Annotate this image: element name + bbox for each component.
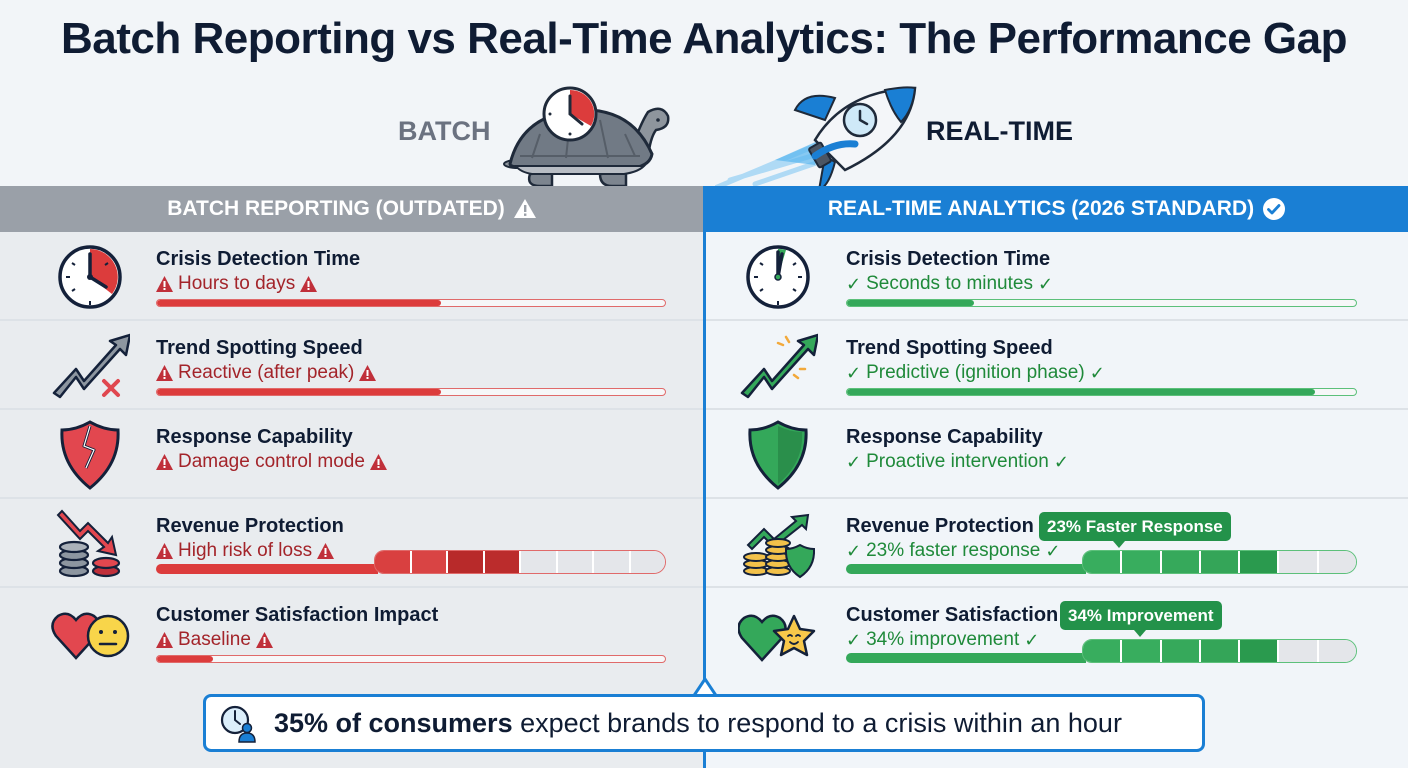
broken-shield-icon: [60, 420, 120, 490]
row-status: Reactive (after peak): [156, 362, 377, 384]
stat-text: expect brands to respond to a crisis wit…: [520, 707, 1122, 738]
check-icon: ✓: [846, 451, 862, 472]
shield-icon: [748, 420, 808, 490]
heart-neutral-face-icon: [51, 612, 130, 660]
realtime-row-trend-spotting: Trend Spotting Speed ✓ Predictive (ignit…: [706, 321, 1408, 410]
batch-panel-header: BATCH REPORTING (OUTDATED): [0, 186, 704, 232]
check-icon: ✓: [1053, 451, 1069, 472]
heart-star-icon: [738, 614, 816, 662]
segmented-progress-bar: [846, 550, 1357, 574]
row-status: ✓ 23% faster response ✓: [846, 540, 1061, 561]
page-title: Batch Reporting vs Real-Time Analytics: …: [61, 14, 1347, 63]
rising-trend-icon: [740, 333, 818, 399]
check-icon: ✓: [846, 273, 862, 294]
panel-divider: [703, 186, 706, 768]
warning-icon: [513, 199, 536, 218]
warning-icon: [156, 454, 173, 470]
tooltip-badge: 34% Improvement: [1060, 601, 1222, 637]
batch-row-customer-satisfaction: Customer Satisfaction Impact Baseline: [0, 588, 704, 677]
row-status: ✓ Predictive (ignition phase) ✓: [846, 362, 1105, 383]
falling-revenue-icon: [56, 509, 121, 578]
row-title: Revenue Protection: [846, 515, 1034, 537]
protected-revenue-icon: [743, 513, 816, 579]
progress-bar: [846, 388, 1357, 396]
check-icon: ✓: [846, 629, 862, 650]
realtime-panel-header: REAL-TIME ANALYTICS (2026 STANDARD): [706, 186, 1408, 232]
batch-row-revenue-protection: Revenue Protection High risk of loss: [0, 499, 704, 588]
rocket-clock-icon: [715, 86, 917, 190]
row-title: Trend Spotting Speed: [156, 337, 363, 359]
batch-mascot-label: BATCH: [398, 116, 491, 146]
check-icon: ✓: [1037, 273, 1054, 294]
warning-icon: [300, 276, 318, 292]
row-status: ✓ Seconds to minutes ✓: [846, 273, 1054, 294]
row-status: ✓ 34% improvement ✓: [846, 629, 1040, 650]
realtime-row-crisis-detection: Crisis Detection Time ✓ Seconds to minut…: [706, 232, 1408, 321]
row-title: Revenue Protection: [156, 515, 344, 537]
row-status: Hours to days: [156, 273, 318, 295]
callout-notch: [693, 677, 717, 697]
realtime-header-label: REAL-TIME ANALYTICS (2026 STANDARD): [827, 197, 1255, 220]
row-status: Damage control mode: [156, 451, 387, 473]
warning-icon: [369, 454, 387, 470]
progress-bar: [156, 655, 666, 663]
warning-icon: [156, 632, 173, 648]
progress-bar: [156, 388, 666, 396]
batch-panel: BATCH REPORTING (OUTDATED) Crisis Detect…: [0, 186, 704, 768]
check-circle-icon: [1263, 198, 1286, 220]
row-title: Customer Satisfaction Impact: [846, 604, 1129, 626]
segmented-progress-bar: [156, 550, 666, 574]
warning-icon: [156, 365, 173, 381]
batch-row-trend-spotting: Trend Spotting Speed Reactive (after pea…: [0, 321, 704, 410]
check-icon: ✓: [1089, 362, 1105, 383]
realtime-row-customer-satisfaction: Customer Satisfaction Impact ✓ 34% impro…: [706, 588, 1408, 677]
warning-icon: [156, 276, 173, 292]
realtime-row-revenue-protection: Revenue Protection ✓ 23% faster response…: [706, 499, 1408, 588]
warning-icon: [255, 632, 273, 648]
turtle-clock-icon: [503, 86, 670, 188]
batch-row-crisis-detection: Crisis Detection Time Hours to days: [0, 232, 704, 321]
row-status: ✓ Proactive intervention ✓: [846, 451, 1069, 472]
stat-highlight: 35% of consumers: [274, 707, 513, 738]
warning-icon: [156, 543, 173, 559]
tooltip-badge: 23% Faster Response: [1039, 512, 1231, 548]
row-status: Baseline: [156, 629, 273, 651]
check-icon: ✓: [1024, 629, 1040, 650]
warning-icon: [317, 543, 335, 559]
row-title: Response Capability: [156, 426, 353, 448]
row-title: Crisis Detection Time: [156, 248, 361, 270]
row-title: Customer Satisfaction Impact: [156, 604, 439, 626]
failed-trend-icon: [52, 333, 130, 399]
warning-icon: [359, 365, 377, 381]
batch-row-response-capability: Response Capability Damage control mode: [0, 410, 704, 499]
row-status: High risk of loss: [156, 540, 335, 562]
progress-bar: [846, 299, 1357, 307]
realtime-row-response-capability: Response Capability ✓ Proactive interven…: [706, 410, 1408, 499]
clock-icon: [58, 245, 122, 309]
batch-header-label: BATCH REPORTING (OUTDATED): [167, 197, 505, 220]
check-icon: ✓: [846, 540, 862, 561]
check-icon: ✓: [846, 362, 862, 383]
segmented-progress-bar: [846, 639, 1357, 663]
stat-callout: 35% of consumers expect brands to respon…: [203, 694, 1205, 752]
realtime-mascot-label: REAL-TIME: [926, 116, 1073, 146]
clock-person-icon: [220, 705, 256, 743]
row-title: Trend Spotting Speed: [846, 337, 1053, 359]
clock-icon: [746, 245, 810, 309]
progress-bar: [156, 299, 666, 307]
check-icon: ✓: [1045, 540, 1061, 561]
row-title: Crisis Detection Time: [846, 248, 1051, 270]
row-title: Response Capability: [846, 426, 1043, 448]
realtime-panel: REAL-TIME ANALYTICS (2026 STANDARD) Cris…: [706, 186, 1408, 768]
